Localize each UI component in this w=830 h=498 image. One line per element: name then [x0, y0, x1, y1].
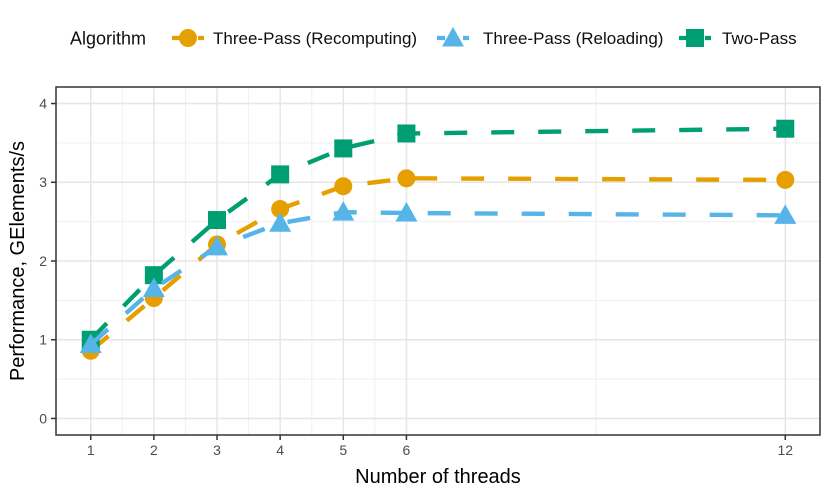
x-tick-label: 3 [213, 442, 221, 458]
data-point-marker-circle [397, 169, 416, 188]
data-point-marker-triangle [442, 27, 464, 47]
y-axis-title: Performance, GElements/s [7, 141, 29, 381]
legend-item-label: Three-Pass (Reloading) [483, 29, 663, 48]
data-point-marker-square [271, 165, 290, 184]
x-tick-label: 6 [403, 442, 411, 458]
data-point-marker-square [686, 29, 704, 47]
series-square [81, 119, 795, 349]
x-axis-title: Number of threads [355, 466, 521, 488]
data-point-marker-triangle [269, 212, 292, 232]
series-circle [81, 169, 795, 360]
y-tick-label: 4 [39, 95, 47, 111]
x-tick-label: 4 [276, 442, 284, 458]
x-tick-label: 5 [339, 442, 347, 458]
legend-item-label: Two-Pass [722, 29, 797, 48]
data-point-marker-triangle [774, 204, 797, 224]
legend-item: Three-Pass (Recomputing) [172, 29, 417, 48]
series-line [89, 126, 786, 342]
data-point-marker-triangle [206, 235, 229, 256]
legend-item-label: Three-Pass (Recomputing) [213, 29, 417, 48]
data-point-marker-circle [271, 200, 290, 219]
y-tick-label: 2 [39, 253, 47, 269]
data-point-marker-square [776, 119, 795, 138]
data-point-marker-circle [776, 170, 795, 189]
series-line [89, 176, 786, 353]
y-tick-label: 0 [39, 410, 47, 426]
data-point-marker-triangle [395, 201, 418, 222]
data-point-marker-square [144, 266, 163, 285]
data-point-marker-triangle [142, 277, 165, 298]
data-point-marker-triangle [332, 201, 355, 221]
x-tick-label: 12 [777, 442, 793, 458]
series-triangle [79, 201, 797, 353]
data-point-marker-square [334, 139, 353, 158]
data-point-marker-circle [179, 29, 197, 47]
legend-item: Two-Pass [679, 29, 797, 48]
y-tick-label: 3 [39, 174, 47, 190]
x-tick-label: 2 [150, 442, 158, 458]
x-tick-label: 1 [87, 442, 95, 458]
legend-title: Algorithm [70, 28, 146, 48]
data-point-marker-square [208, 211, 227, 230]
y-tick-label: 1 [39, 332, 47, 348]
data-point-marker-square [397, 124, 416, 143]
data-point-marker-circle [334, 177, 353, 196]
data-point-marker-triangle [79, 333, 102, 353]
series-line [89, 210, 786, 347]
legend-item: Three-Pass (Reloading) [437, 27, 663, 48]
